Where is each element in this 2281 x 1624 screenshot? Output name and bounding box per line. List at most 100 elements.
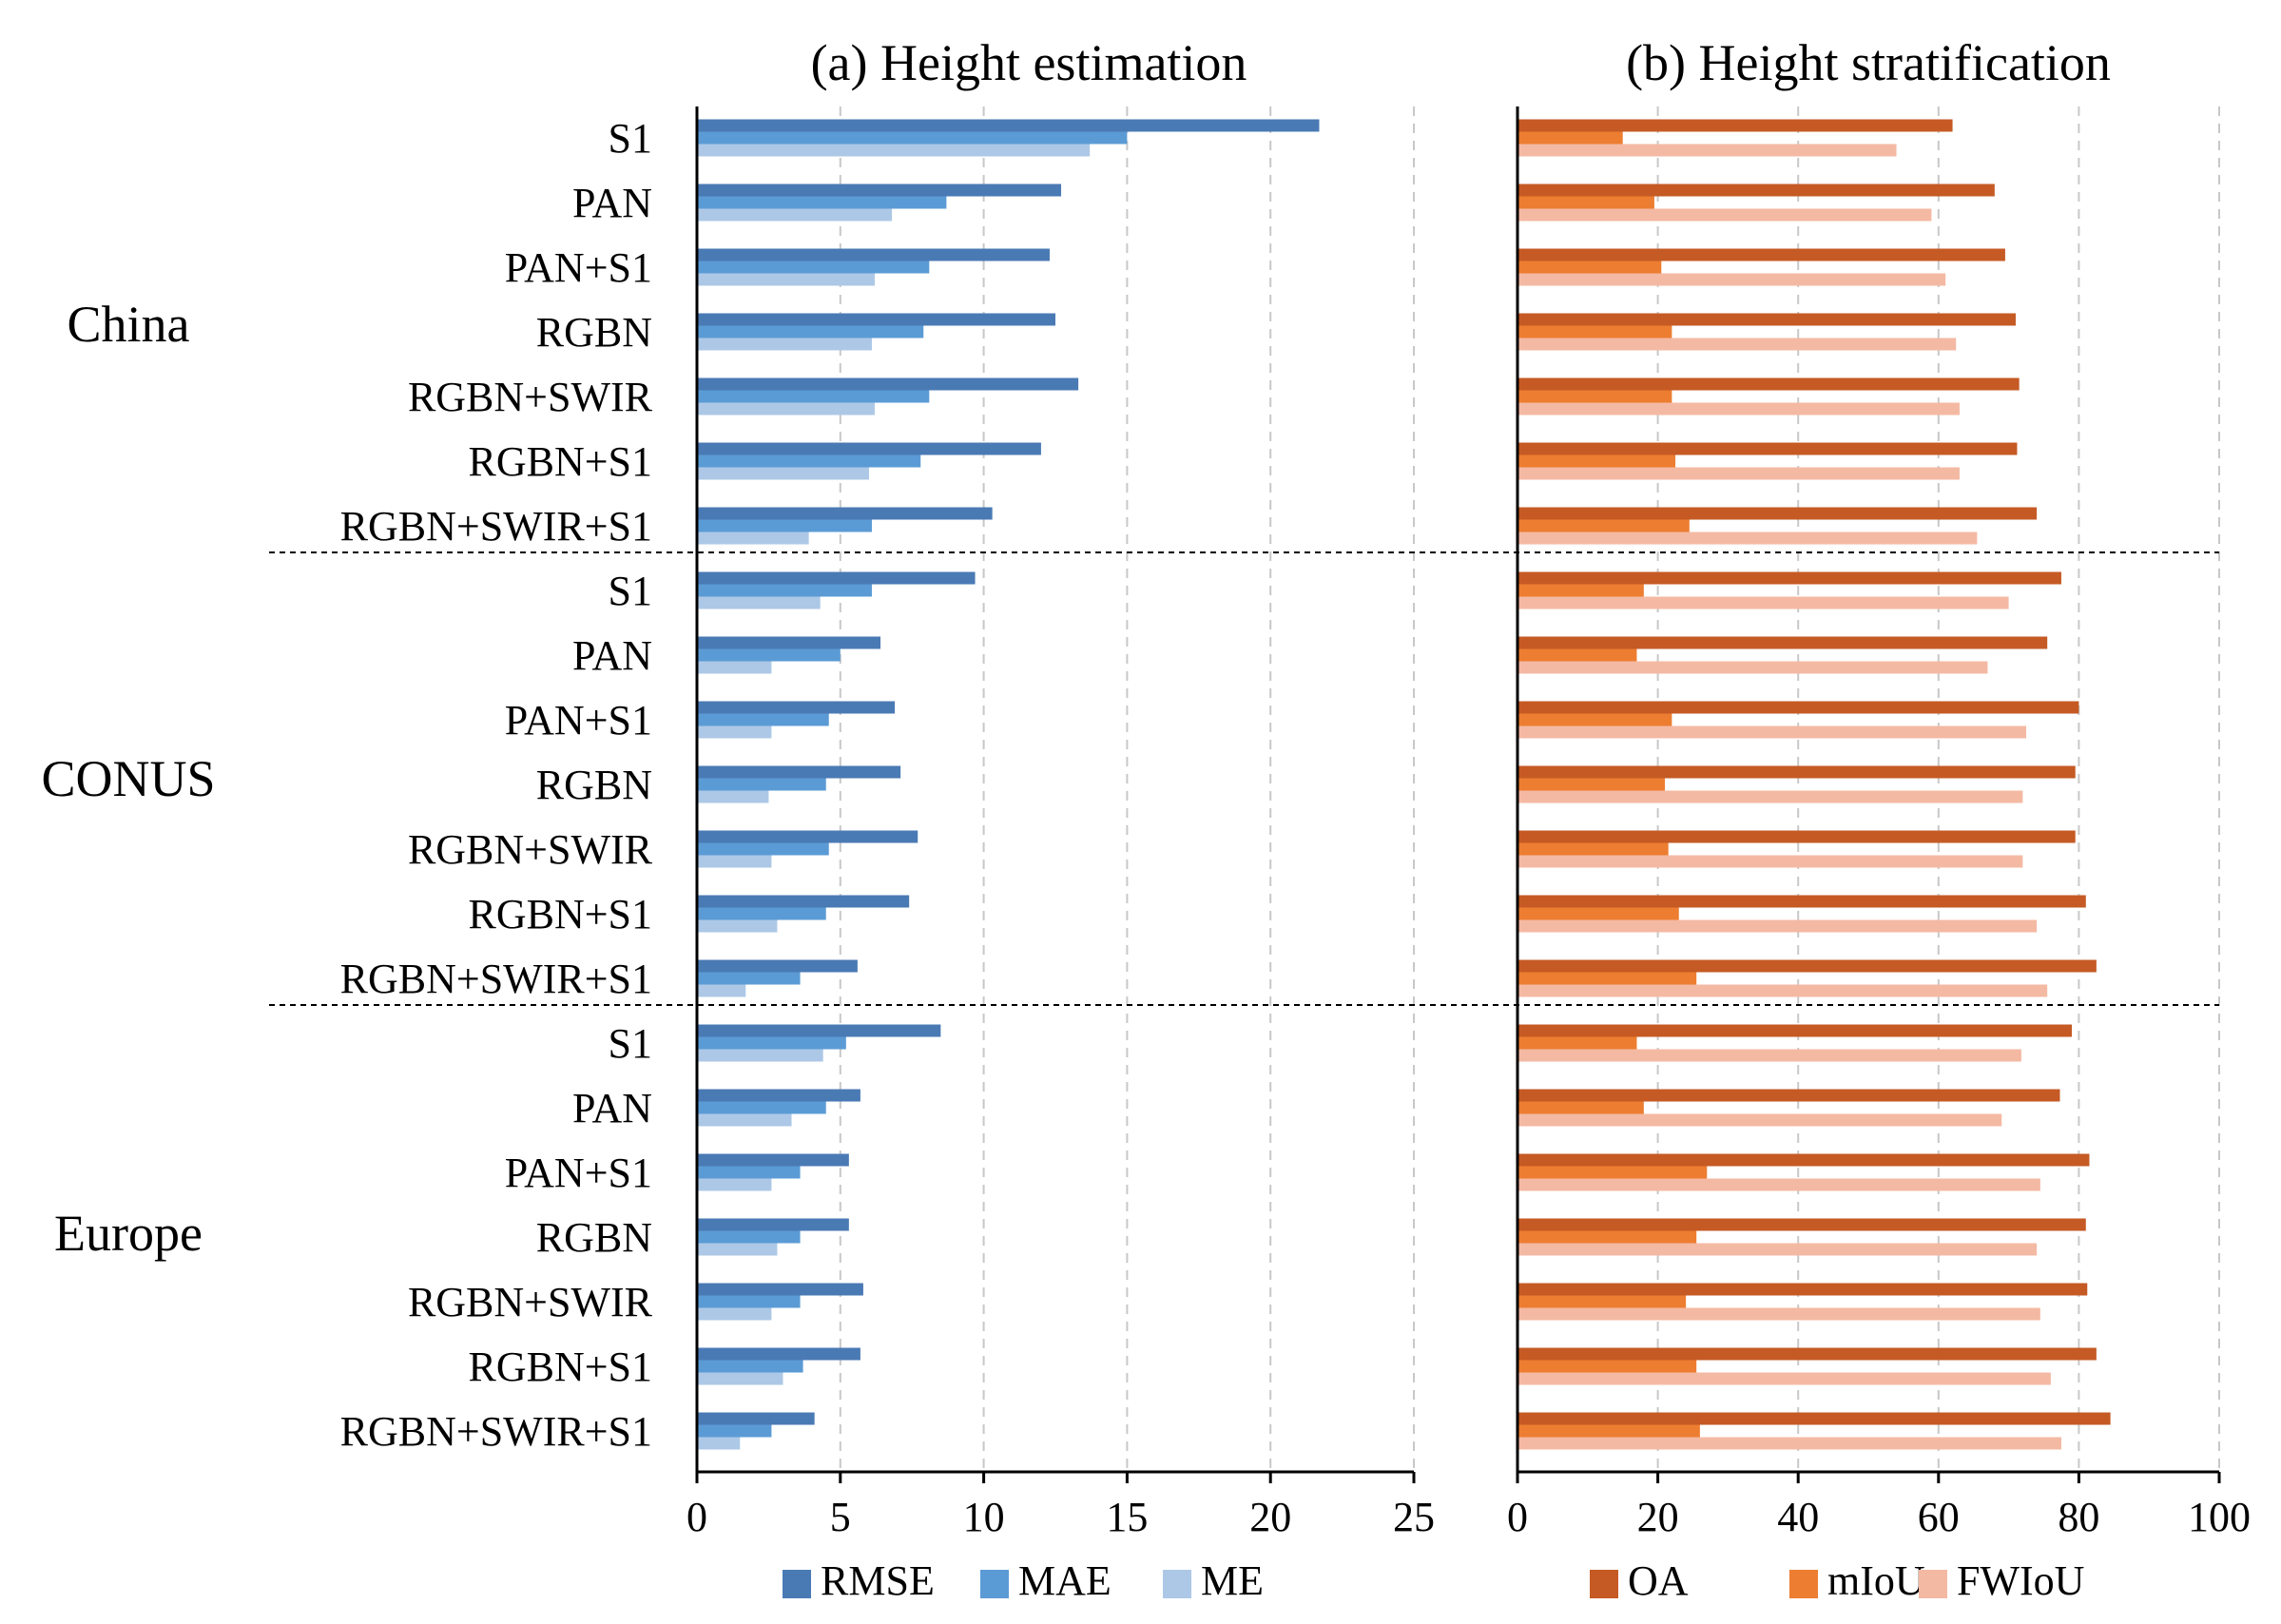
bar-mae-europe-rgbn-swir-s1 bbox=[697, 1424, 772, 1438]
x-tick-label: 20 bbox=[1249, 1494, 1291, 1540]
bar-rmse-europe-rgbn-swir bbox=[697, 1283, 863, 1296]
bar-miou-china-pan bbox=[1517, 196, 1654, 209]
legend-swatch-rmse bbox=[783, 1570, 811, 1598]
bar-rmse-china-rgbn-swir bbox=[697, 377, 1079, 391]
legend-label-me: ME bbox=[1201, 1557, 1264, 1604]
bar-fwiou-conus-s1 bbox=[1517, 596, 2009, 609]
bar-rmse-conus-pan-s1 bbox=[697, 701, 896, 714]
bar-mae-conus-rgbn-swir-s1 bbox=[697, 972, 801, 985]
category-label-europe-rgbn: RGBN bbox=[536, 1214, 652, 1261]
category-label-europe-rgbn-swir: RGBN+SWIR bbox=[408, 1279, 653, 1325]
bar-miou-europe-rgbn-s1 bbox=[1517, 1360, 1697, 1373]
x-tick-label: 5 bbox=[830, 1494, 851, 1540]
x-tick-label: 0 bbox=[1507, 1494, 1528, 1540]
bar-miou-china-rgbn bbox=[1517, 325, 1672, 338]
bar-miou-europe-pan bbox=[1517, 1101, 1644, 1114]
bar-mae-conus-pan-s1 bbox=[697, 713, 829, 726]
bar-mae-europe-s1 bbox=[697, 1036, 846, 1050]
bar-oa-europe-rgbn bbox=[1517, 1218, 2086, 1231]
bar-rmse-europe-rgbn-s1 bbox=[697, 1347, 860, 1361]
bar-oa-europe-pan-s1 bbox=[1517, 1153, 2090, 1167]
x-tick-label: 0 bbox=[686, 1494, 707, 1540]
bar-miou-conus-rgbn-swir-s1 bbox=[1517, 972, 1697, 985]
bar-me-china-pan bbox=[697, 208, 893, 222]
legend-label-miou: mIoU bbox=[1827, 1557, 1925, 1604]
bar-mae-china-pan-s1 bbox=[697, 261, 930, 274]
bar-rmse-europe-s1 bbox=[697, 1024, 941, 1037]
bar-mae-europe-pan-s1 bbox=[697, 1166, 801, 1179]
bar-me-europe-pan bbox=[697, 1113, 792, 1127]
legend-label-oa: OA bbox=[1628, 1557, 1689, 1604]
legend: OA mIoU FWIoU bbox=[1590, 1557, 2084, 1604]
bar-oa-china-s1 bbox=[1517, 119, 1953, 132]
bar-miou-conus-rgbn bbox=[1517, 778, 1665, 791]
category-label-europe-pan-s1: PAN+S1 bbox=[505, 1150, 652, 1196]
bar-mae-china-rgbn-swir bbox=[697, 390, 930, 403]
bar-oa-china-pan-s1 bbox=[1517, 248, 2005, 261]
bar-rmse-europe-rgbn-swir-s1 bbox=[697, 1412, 815, 1425]
category-label-china-pan-s1: PAN+S1 bbox=[505, 244, 652, 291]
bar-fwiou-china-pan bbox=[1517, 208, 1932, 222]
legend-swatch-mae bbox=[980, 1570, 1009, 1598]
bar-me-europe-rgbn-swir bbox=[697, 1307, 772, 1321]
bar-miou-europe-rgbn-swir-s1 bbox=[1517, 1424, 1700, 1438]
bar-me-conus-s1 bbox=[697, 596, 821, 609]
x-tick-label: 100 bbox=[2188, 1494, 2251, 1540]
bar-miou-china-s1 bbox=[1517, 131, 1623, 145]
category-label-europe-s1: S1 bbox=[609, 1020, 652, 1067]
bar-me-europe-pan-s1 bbox=[697, 1178, 772, 1191]
bar-me-conus-rgbn-swir-s1 bbox=[697, 984, 746, 997]
bar-rmse-conus-rgbn bbox=[697, 765, 901, 779]
panel-a: (a) Height estimation S1 PAN PAN+S1 RGBN RGBN… bbox=[340, 34, 1435, 1604]
bar-oa-china-rgbn-swir-s1 bbox=[1517, 507, 2038, 520]
bar-rmse-china-pan-s1 bbox=[697, 248, 1050, 261]
category-label-conus-rgbn: RGBN bbox=[536, 762, 652, 808]
category-label-china-rgbn-s1: RGBN+S1 bbox=[468, 438, 652, 485]
bar-rmse-china-rgbn-s1 bbox=[697, 442, 1041, 455]
bar-fwiou-conus-rgbn bbox=[1517, 790, 2023, 803]
bar-fwiou-europe-rgbn-swir-s1 bbox=[1517, 1437, 2061, 1450]
legend-swatch-oa bbox=[1590, 1570, 1618, 1598]
bar-miou-conus-rgbn-s1 bbox=[1517, 907, 1679, 920]
bar-rmse-china-pan bbox=[697, 184, 1062, 197]
legend-label-rmse: RMSE bbox=[821, 1557, 935, 1604]
bar-mae-conus-pan bbox=[697, 648, 841, 662]
bar-fwiou-europe-rgbn-swir bbox=[1517, 1307, 2040, 1321]
bar-mae-china-rgbn bbox=[697, 325, 924, 338]
bar-rmse-conus-rgbn-swir-s1 bbox=[697, 959, 858, 973]
region-label-china: China bbox=[68, 296, 190, 353]
bar-rmse-conus-s1 bbox=[697, 571, 976, 585]
bar-rmse-china-rgbn bbox=[697, 313, 1055, 326]
region-label-europe: Europe bbox=[54, 1205, 203, 1262]
x-tick-label: 80 bbox=[2058, 1494, 2099, 1540]
category-label-conus-rgbn-s1: RGBN+S1 bbox=[468, 891, 652, 938]
bar-oa-conus-rgbn bbox=[1517, 765, 2076, 779]
bar-miou-europe-rgbn-swir bbox=[1517, 1295, 1687, 1308]
bar-me-china-s1 bbox=[697, 144, 1091, 157]
bar-rmse-conus-pan bbox=[697, 636, 881, 649]
bar-mae-conus-rgbn-s1 bbox=[697, 907, 826, 920]
bar-miou-china-rgbn-swir-s1 bbox=[1517, 519, 1690, 532]
bar-oa-europe-rgbn-swir-s1 bbox=[1517, 1412, 2111, 1425]
bar-oa-conus-pan bbox=[1517, 636, 2048, 649]
category-label-europe-rgbn-swir-s1: RGBN+SWIR+S1 bbox=[340, 1408, 652, 1455]
bar-me-china-rgbn-swir bbox=[697, 402, 875, 416]
region-labels: China CONUS Europe bbox=[41, 296, 215, 1262]
x-tick-label: 20 bbox=[1637, 1494, 1679, 1540]
bar-oa-china-pan bbox=[1517, 184, 1995, 197]
category-label-conus-pan-s1: PAN+S1 bbox=[505, 697, 652, 744]
bar-me-conus-pan-s1 bbox=[697, 725, 772, 739]
bar-fwiou-conus-rgbn-s1 bbox=[1517, 919, 2038, 933]
bar-fwiou-conus-rgbn-swir-s1 bbox=[1517, 984, 2048, 997]
category-label-china-s1: S1 bbox=[609, 115, 652, 162]
bar-me-china-rgbn-s1 bbox=[697, 467, 869, 480]
bar-mae-china-pan bbox=[697, 196, 947, 209]
bar-mae-conus-rgbn-swir bbox=[697, 842, 829, 856]
category-label-china-rgbn-swir-s1: RGBN+SWIR+S1 bbox=[340, 503, 652, 550]
bar-fwiou-china-rgbn-swir bbox=[1517, 402, 1960, 416]
legend: RMSE MAE ME bbox=[783, 1557, 1264, 1604]
bar-rmse-china-s1 bbox=[697, 119, 1320, 132]
panel-b: (b) Height stratification 0 20 40 60 80 100 OA m… bbox=[1507, 34, 2251, 1604]
bar-rmse-europe-rgbn bbox=[697, 1218, 849, 1231]
bar-mae-europe-rgbn-s1 bbox=[697, 1360, 803, 1373]
